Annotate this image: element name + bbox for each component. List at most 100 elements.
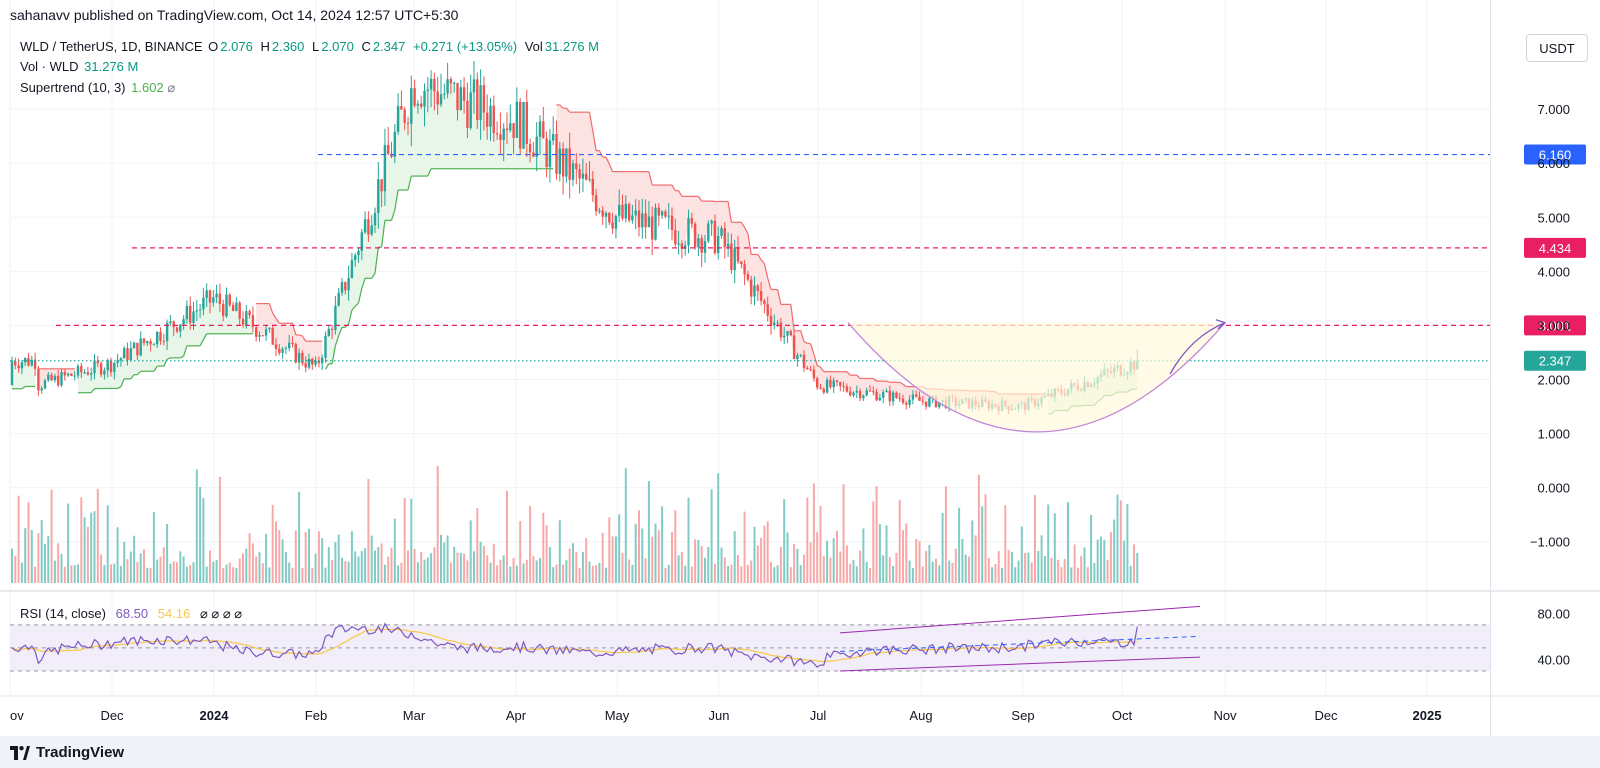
hidden-eye-icon[interactable]: ⌀ bbox=[167, 80, 176, 95]
high-value: 2.360 bbox=[271, 39, 305, 54]
volume-bar bbox=[27, 502, 30, 583]
candle-body bbox=[525, 101, 528, 145]
tradingview-logo[interactable]: TradingView bbox=[10, 744, 124, 761]
supertrend-fill bbox=[249, 315, 253, 334]
candle-body bbox=[746, 274, 750, 280]
volume-bar bbox=[136, 562, 139, 583]
volume-bar bbox=[96, 488, 99, 583]
volume-bar bbox=[443, 542, 446, 583]
volume-bar bbox=[159, 556, 162, 583]
supertrend-segment bbox=[810, 343, 815, 355]
candle-body bbox=[832, 380, 835, 388]
volume-bar bbox=[951, 562, 954, 583]
volume-bar bbox=[400, 562, 403, 583]
volume-bar bbox=[251, 543, 254, 583]
horizontal-levels[interactable] bbox=[10, 153, 1490, 362]
volume-bar bbox=[86, 526, 89, 583]
supertrend-segment bbox=[268, 303, 274, 314]
supertrend-fill bbox=[431, 78, 435, 169]
candle-body bbox=[839, 382, 842, 387]
candle-body bbox=[581, 173, 585, 179]
rsi-channel-upper bbox=[839, 605, 1201, 634]
candle-body bbox=[842, 386, 845, 388]
supertrend-fill bbox=[665, 185, 669, 217]
candle-body bbox=[258, 335, 261, 337]
volume-legend[interactable]: Vol · WLD 31.276 M bbox=[20, 59, 142, 74]
candle-body bbox=[568, 148, 571, 180]
volume-bar bbox=[763, 525, 766, 583]
volume-bar bbox=[598, 563, 601, 583]
volume-bar bbox=[218, 476, 221, 583]
volume-bar bbox=[624, 468, 627, 583]
supertrend-segment bbox=[199, 339, 204, 347]
supertrend-segment bbox=[803, 341, 808, 344]
volume-bar bbox=[819, 505, 822, 583]
candle-body bbox=[618, 204, 621, 216]
price-axis[interactable]: 6.160 4.434 3.001 2.347 7.000 6.000 5.000 4.000… bbox=[1524, 102, 1586, 550]
volume-bar bbox=[845, 545, 848, 583]
volume-bar bbox=[301, 567, 304, 583]
candle-body bbox=[578, 169, 581, 179]
supertrend-fill bbox=[160, 340, 164, 367]
volume-bar bbox=[842, 484, 845, 583]
volume-bar bbox=[265, 533, 268, 583]
volume-bar bbox=[367, 479, 370, 583]
supertrend-fill bbox=[612, 171, 616, 229]
rsi-legend[interactable]: RSI (14, close) 68.50 54.16 ⌀ ⌀ ⌀ ⌀ bbox=[20, 606, 242, 622]
volume-bar bbox=[1126, 504, 1129, 583]
candle-body bbox=[208, 290, 212, 303]
supertrend-fill bbox=[404, 122, 408, 190]
volume-bar bbox=[1060, 567, 1063, 583]
trading-chart[interactable]: 80.00 40.00 6.160 4.434 3.001 2.347 7.000 6.00… bbox=[0, 0, 1600, 736]
candle-body bbox=[591, 178, 594, 196]
supertrend-fill bbox=[912, 386, 917, 397]
supertrend-legend[interactable]: Supertrend (10, 3) 1.602 ⌀ bbox=[20, 80, 175, 96]
volume-bar bbox=[878, 524, 881, 583]
candle-body bbox=[113, 362, 116, 373]
supertrend-segment bbox=[90, 388, 95, 394]
candle-body bbox=[377, 179, 380, 213]
supertrend-fill bbox=[705, 201, 709, 241]
volume-bar bbox=[1040, 535, 1043, 583]
candle-body bbox=[759, 290, 763, 301]
supertrend-fill bbox=[688, 196, 692, 224]
supertrend-segment bbox=[820, 366, 825, 373]
volume-bar bbox=[905, 523, 908, 583]
symbol-name: WLD / TetherUS, 1D, BINANCE bbox=[20, 39, 203, 54]
candle-body bbox=[142, 338, 146, 344]
candle-body bbox=[812, 369, 816, 379]
rsi-settings-icons[interactable]: ⌀ ⌀ ⌀ ⌀ bbox=[199, 606, 243, 621]
supertrend-segment bbox=[361, 278, 366, 289]
volume-bar bbox=[895, 552, 898, 583]
volume-bar bbox=[357, 556, 360, 583]
cup-pattern-drawing[interactable] bbox=[847, 319, 1227, 433]
candle-body bbox=[571, 163, 575, 180]
volume-bar bbox=[1017, 560, 1020, 583]
volume-bar bbox=[865, 561, 868, 583]
candle-body bbox=[713, 220, 717, 254]
candle-body bbox=[446, 79, 449, 94]
candle-body bbox=[667, 215, 670, 217]
candle-body bbox=[644, 213, 647, 228]
candle-body bbox=[288, 342, 291, 349]
candle-body bbox=[918, 396, 921, 401]
candle-body bbox=[631, 215, 634, 221]
candle-body bbox=[519, 101, 522, 149]
time-axis-label: ov bbox=[10, 708, 24, 723]
volume-bar bbox=[347, 561, 350, 583]
volume-bar bbox=[770, 561, 772, 583]
volume-bar bbox=[324, 567, 327, 583]
rsi-ma-value: 54.16 bbox=[157, 606, 191, 621]
volume-bar bbox=[50, 489, 53, 583]
candle-body bbox=[908, 399, 911, 405]
candle-body bbox=[156, 331, 159, 345]
volume-bar bbox=[377, 547, 380, 583]
price-tag-4.434: 4.434 bbox=[1524, 237, 1586, 258]
candle-body bbox=[687, 218, 690, 246]
volume-bar bbox=[1014, 567, 1017, 583]
volume-label: Vol · WLD bbox=[20, 59, 79, 74]
currency-button[interactable]: USDT bbox=[1526, 34, 1588, 62]
time-axis[interactable]: ov Dec 2024 Feb Mar Apr May Jun Jul Aug Sep Oct Nov D… bbox=[10, 708, 1441, 723]
candle-body bbox=[730, 243, 733, 271]
volume-bar bbox=[585, 538, 588, 583]
